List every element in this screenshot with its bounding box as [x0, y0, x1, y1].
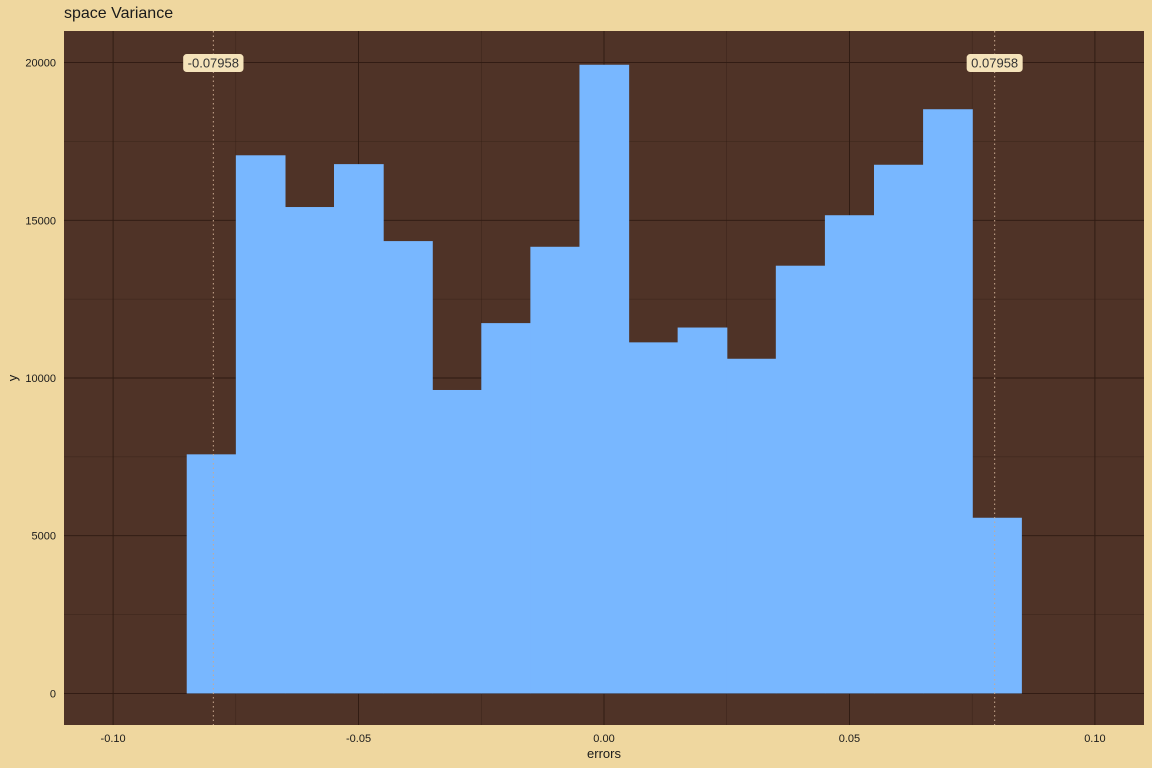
- reference-label: 0.07958: [966, 54, 1023, 73]
- histogram-bars: [186, 64, 1022, 694]
- axes: -0.10 -0.05 0.00 0.05 0.10 0 5000 10000 15000 200…: [5, 58, 1106, 761]
- histogram-bar: [972, 517, 1022, 694]
- y-tick-label: 20000: [25, 58, 56, 70]
- y-tick-label: 10000: [25, 373, 56, 385]
- histogram-bar: [824, 215, 875, 694]
- y-tick-label: 15000: [25, 215, 56, 227]
- chart-title: space Variance: [64, 5, 174, 22]
- reference-label-text: 0.07958: [971, 56, 1018, 71]
- x-tick-label: 0.00: [593, 733, 614, 745]
- histogram-bar: [481, 323, 531, 694]
- histogram-bar: [530, 246, 581, 694]
- histogram-bar: [726, 358, 777, 694]
- histogram-bar: [874, 164, 924, 694]
- reference-label: -0.07958: [183, 54, 244, 73]
- y-axis-title: y: [5, 374, 20, 381]
- reference-label-box: [183, 54, 244, 73]
- histogram-bar: [284, 207, 335, 694]
- x-tick-label: -0.10: [101, 733, 126, 745]
- x-tick-label: 0.10: [1084, 733, 1105, 745]
- histogram-bar: [628, 342, 679, 694]
- histogram-bar: [923, 109, 973, 694]
- histogram-bar: [235, 155, 286, 694]
- x-tick-label: 0.05: [839, 733, 860, 745]
- reference-lines: -0.07958 0.07958: [183, 31, 1023, 725]
- y-tick-label: 5000: [32, 531, 56, 543]
- histogram-bar: [579, 64, 630, 694]
- histogram-bar: [186, 454, 237, 694]
- y-tick-label: 0: [50, 688, 56, 700]
- x-axis-title: errors: [587, 746, 621, 761]
- reference-label-text: -0.07958: [188, 56, 239, 71]
- histogram-bar: [432, 389, 482, 694]
- reference-label-box: [966, 54, 1023, 73]
- histogram-bar: [775, 265, 826, 694]
- x-tick-label: -0.05: [346, 733, 371, 745]
- histogram-bar: [334, 164, 384, 694]
- histogram-bar: [383, 241, 433, 694]
- histogram-bar: [677, 327, 728, 694]
